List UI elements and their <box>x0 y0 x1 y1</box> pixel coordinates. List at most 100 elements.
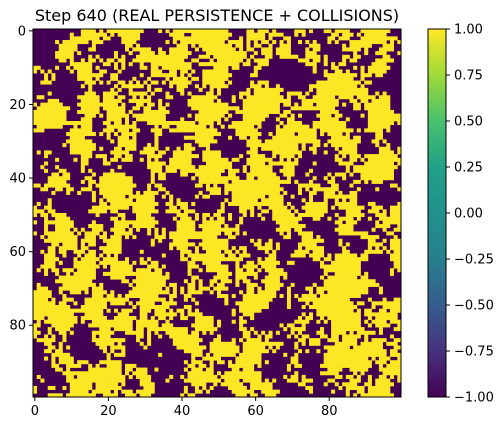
heatmap-cell <box>382 139 387 144</box>
heatmap-cell <box>165 121 170 126</box>
heatmap-cell <box>180 36 185 41</box>
heatmap-cell <box>128 194 133 199</box>
heatmap-cell <box>202 253 207 258</box>
heatmap-cell <box>334 338 339 343</box>
heatmap-cell <box>382 227 387 232</box>
heatmap-cell <box>312 62 317 67</box>
heatmap-cell <box>99 341 104 346</box>
heatmap-cell <box>158 62 163 67</box>
heatmap-cell <box>301 213 306 218</box>
heatmap-cell <box>117 260 122 265</box>
heatmap-cell <box>62 323 67 328</box>
heatmap-cell <box>334 109 339 114</box>
heatmap-cell <box>77 51 82 56</box>
heatmap-cell <box>139 213 144 218</box>
heatmap-cell <box>73 264 78 269</box>
heatmap-cell <box>272 249 277 254</box>
heatmap-cell <box>242 341 247 346</box>
heatmap-cell <box>125 176 130 181</box>
heatmap-cell <box>386 143 391 148</box>
heatmap-cell <box>66 176 71 181</box>
heatmap-cell <box>250 183 255 188</box>
heatmap-cell <box>305 301 310 306</box>
heatmap-cell <box>261 51 266 56</box>
heatmap-cell <box>136 220 141 225</box>
heatmap-cell <box>239 132 244 137</box>
heatmap-cell <box>202 378 207 383</box>
heatmap-cell <box>117 374 122 379</box>
heatmap-cell <box>77 264 82 269</box>
heatmap-cell <box>102 183 107 188</box>
heatmap-cell <box>323 80 328 85</box>
heatmap-cell <box>235 257 240 262</box>
heatmap-cell <box>334 316 339 321</box>
heatmap-cell <box>139 279 144 284</box>
heatmap-cell <box>224 117 229 122</box>
heatmap-cell <box>312 253 317 258</box>
heatmap-cell <box>187 209 192 214</box>
heatmap-cell <box>84 40 89 45</box>
heatmap-cell <box>268 172 273 177</box>
heatmap-cell <box>202 371 207 376</box>
heatmap-cell <box>205 327 210 332</box>
heatmap-cell <box>128 231 133 236</box>
heatmap-cell <box>91 227 96 232</box>
heatmap-cell <box>393 257 398 262</box>
heatmap-cell <box>102 36 107 41</box>
heatmap-cell <box>286 36 291 41</box>
heatmap-cell <box>224 231 229 236</box>
heatmap-cell <box>80 316 85 321</box>
heatmap-cell <box>55 271 60 276</box>
heatmap-cell <box>191 124 196 129</box>
heatmap-cell <box>139 327 144 332</box>
heatmap-cell <box>66 327 71 332</box>
heatmap-cell <box>264 198 269 203</box>
heatmap-cell <box>261 109 266 114</box>
heatmap-cell <box>312 282 317 287</box>
heatmap-cell <box>301 319 306 324</box>
heatmap-cell <box>91 113 96 118</box>
heatmap-cell <box>338 69 343 74</box>
heatmap-cell <box>154 293 159 298</box>
heatmap-cell <box>349 312 354 317</box>
heatmap-cell <box>220 201 225 206</box>
heatmap-cell <box>239 220 244 225</box>
heatmap-cell <box>58 47 63 52</box>
heatmap-cell <box>91 106 96 111</box>
heatmap-cell <box>198 290 203 295</box>
heatmap-cell <box>323 58 328 63</box>
heatmap-cell <box>36 117 41 122</box>
heatmap-cell <box>154 161 159 166</box>
heatmap-cell <box>73 62 78 67</box>
heatmap-cell <box>220 29 225 34</box>
heatmap-cell <box>239 319 244 324</box>
heatmap-cell <box>386 102 391 107</box>
heatmap-cell <box>176 32 181 37</box>
heatmap-cell <box>246 205 251 210</box>
heatmap-cell <box>165 286 170 291</box>
heatmap-cell <box>367 161 372 166</box>
heatmap-cell <box>305 316 310 321</box>
heatmap-cell <box>106 198 111 203</box>
heatmap-cell <box>169 330 174 335</box>
heatmap-cell <box>275 102 280 107</box>
heatmap-cell <box>213 264 218 269</box>
heatmap-cell <box>375 69 380 74</box>
heatmap-cell <box>147 198 152 203</box>
heatmap-cell <box>69 378 74 383</box>
heatmap-cell <box>51 334 56 339</box>
heatmap-cell <box>202 179 207 184</box>
heatmap-cell <box>235 268 240 273</box>
heatmap-cell <box>40 213 45 218</box>
heatmap-cell <box>386 146 391 151</box>
heatmap-cell <box>275 161 280 166</box>
heatmap-cell <box>55 117 60 122</box>
heatmap-cell <box>205 179 210 184</box>
heatmap-cell <box>294 106 299 111</box>
heatmap-cell <box>239 91 244 96</box>
heatmap-cell <box>128 227 133 232</box>
heatmap-cell <box>176 338 181 343</box>
heatmap-cell <box>209 51 214 56</box>
heatmap-cell <box>161 282 166 287</box>
heatmap-cell <box>147 95 152 100</box>
